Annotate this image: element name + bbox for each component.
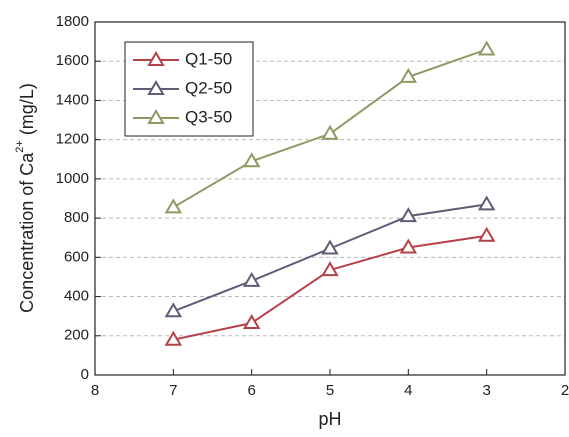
y-tick-label: 800 bbox=[64, 209, 89, 226]
y-tick-label: 0 bbox=[81, 366, 89, 383]
marker bbox=[399, 238, 418, 254]
y-tick-label: 600 bbox=[64, 248, 89, 265]
y-tick-label: 1600 bbox=[56, 52, 89, 69]
marker bbox=[399, 67, 418, 83]
marker bbox=[242, 152, 261, 168]
marker bbox=[477, 40, 496, 56]
legend-marker bbox=[147, 80, 165, 95]
marker bbox=[164, 330, 183, 346]
marker bbox=[477, 195, 496, 211]
x-tick-label: 2 bbox=[561, 382, 569, 399]
marker bbox=[164, 302, 183, 318]
x-tick-label: 6 bbox=[247, 382, 255, 399]
y-tick-label: 1800 bbox=[56, 13, 89, 30]
y-axis-label: Concentration of Ca2+ (mg/L) bbox=[14, 83, 37, 313]
y-label-unit: (mg/L) bbox=[17, 83, 37, 140]
x-tick-label: 3 bbox=[482, 382, 490, 399]
y-tick-label: 1000 bbox=[56, 170, 89, 187]
marker bbox=[164, 198, 183, 214]
x-axis-label: pH bbox=[318, 409, 341, 429]
y-tick-label: 400 bbox=[64, 288, 89, 305]
legend-label: Q1-50 bbox=[185, 49, 232, 68]
y-tick-label: 200 bbox=[64, 327, 89, 344]
marker bbox=[321, 239, 339, 255]
legend-marker bbox=[147, 51, 165, 66]
marker bbox=[321, 124, 339, 140]
legend-marker bbox=[147, 109, 165, 124]
y-label-superscript: 2+ bbox=[14, 140, 26, 153]
x-tick-label: 5 bbox=[326, 382, 334, 399]
x-tick-label: 7 bbox=[169, 382, 177, 399]
x-tick-label: 4 bbox=[404, 382, 412, 399]
y-tick-label: 1200 bbox=[56, 131, 89, 148]
marker bbox=[477, 226, 496, 242]
legend-label: Q2-50 bbox=[185, 78, 232, 97]
y-tick-label: 1400 bbox=[56, 91, 89, 108]
marker bbox=[399, 207, 418, 223]
plot-frame bbox=[94, 21, 566, 376]
legend-label: Q3-50 bbox=[185, 107, 232, 126]
x-tick-label: 8 bbox=[91, 382, 99, 399]
marker bbox=[321, 261, 339, 277]
marker bbox=[242, 314, 261, 330]
marker bbox=[242, 271, 261, 287]
y-label-text: Concentration of Ca bbox=[17, 152, 37, 313]
